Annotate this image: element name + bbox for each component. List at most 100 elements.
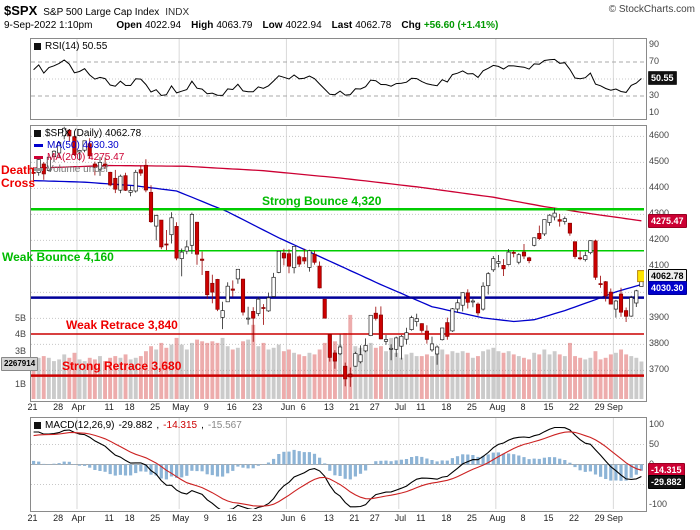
rsi-axis-label: 90 [649,38,660,49]
x-axis-label: 13 [323,402,334,412]
x-axis-label: 29 [594,402,605,412]
price-axis-label: 3800 [649,338,670,349]
x-axis-label: Apr [71,513,86,523]
x-axis-label: 6 [300,513,306,523]
x-axis-label: 11 [104,513,114,523]
x-axis-label: 11 [416,402,426,412]
macd-histogram [32,449,643,481]
x-axis-label: 9 [203,402,209,412]
macd-signal-line [33,431,642,507]
rsi-last-value-marker: 50.55 [648,71,677,86]
macd-value-1: -29.882 [118,420,153,431]
x-axis-label: 23 [252,513,263,523]
macd-value-marker: -29.882 [648,475,685,490]
x-axis-label: 21 [27,402,38,412]
price-axis-label: 4100 [649,260,670,271]
price-gridlines [31,126,644,399]
rsi-legend: RSI(14) 50.55 [34,41,107,52]
x-axis-label: Aug [489,513,506,523]
death-cross-annotation: Death Cross [1,163,36,191]
spx-legend-row: $SPX (Daily) 4062.78 [34,128,141,139]
x-axis-label: 11 [104,402,114,412]
x-axis-label: Jul [394,402,407,412]
macd-line [33,426,642,509]
price-axis-label: 4300 [649,208,669,218]
x-axis-label: 18 [441,402,452,412]
ma50-swatch-icon [34,144,43,147]
spx-legend-label: $SPX (Daily) 4062.78 [45,128,142,139]
volume-axis-label: 1B [14,378,26,389]
ma200-line [33,164,642,222]
rsi-line [33,58,642,97]
x-axis-label: 27 [369,402,380,412]
macd-legend-icon [34,422,41,429]
x-axis-label: 21 [27,513,38,523]
ma50-legend-label: MA(50) 4030.30 [47,140,119,151]
ma200-legend-label: MA(200) 4275.47 [47,152,125,163]
x-axis-label: 16 [226,513,237,523]
horizontal-support-resistance-lines [31,207,644,377]
candlestick-icon [34,130,41,137]
chg-label: Chg [401,20,421,31]
low-value: 4022.94 [285,20,322,31]
x-axis-label: May [172,513,190,523]
x-axis-label: 28 [53,402,64,412]
macd-legend-label: MACD(12,26,9) [45,420,115,431]
volume-axis-label: 4B [14,329,26,339]
strong-retrace-annotation: Strong Retrace 3,680 [62,359,182,373]
price-axis-label: 4200 [649,234,670,245]
x-axis-label: 22 [569,513,580,523]
ma200-swatch-icon [34,156,43,159]
datetime: 9-Sep-2022 1:10pm [4,20,93,31]
x-axis-label: 25 [466,513,477,523]
volume-legend-row: Volume undef [34,164,108,175]
rsi-axis-label: 70 [649,55,660,66]
ma200-legend-row: MA(200) 4275.47 [34,152,124,163]
chart-header: $SPX S&P 500 Large Cap Index INDX [4,2,189,20]
volume-swatch-icon [34,168,43,171]
x-axis-label: 23 [252,402,263,412]
x-axis-label: 16 [226,402,237,412]
candlesticks [31,126,644,387]
x-axis-label: 25 [150,513,161,523]
price-value-marker: 4030.30 [648,281,687,296]
last-label: Last [331,20,353,31]
rsi-legend-icon [34,43,41,50]
rsi-axis-label: 10 [649,106,660,117]
low-label: Low [262,20,283,31]
x-axis-label: Sep [606,513,623,523]
price-plot [31,126,644,399]
open-value: 4022.94 [144,20,182,31]
macd-axis-label: 50 [649,438,660,449]
price-axis-label: 4500 [649,156,670,167]
price-axis-label: 4400 [649,182,670,193]
weak-bounce-annotation: Weak Bounce 4,160 [2,250,114,264]
x-axis-label: Jun [280,513,296,523]
x-axis-label: 6 [300,402,306,412]
x-axis-label: 25 [466,402,477,412]
x-axis-label: 13 [323,513,334,523]
x-axis-label: 21 [349,513,360,523]
rsi-gridlines [31,39,644,117]
x-axis-label: 28 [53,513,64,523]
volume-axis-label: 3B [14,345,26,356]
symbol: $SPX [4,3,38,18]
last-candle-highlight-marker [637,270,644,283]
x-axis-label: 18 [441,513,452,523]
macd-legend: MACD(12,26,9) -29.882, -14.315, -15.567 [34,420,242,431]
price-axis-label: 4600 [649,130,670,141]
stockcharts-credit: © StockCharts.com [608,4,695,15]
macd-gridlines [31,418,644,509]
x-axis-label: 29 [594,513,605,523]
strong-bounce-annotation: Strong Bounce 4,320 [262,194,382,208]
volume-legend-label: Volume undef [47,164,109,175]
macd-axis-label: -100 [649,498,668,509]
volume-axis-label: 5B [14,312,26,323]
macd-value-2: -14.315 [163,420,198,431]
x-axis-label: 8 [520,513,526,523]
exchange: INDX [165,7,190,18]
index-name: S&P 500 Large Cap Index [43,7,160,18]
rsi-plot [31,39,644,117]
price-value-marker: 4275.47 [648,213,687,228]
